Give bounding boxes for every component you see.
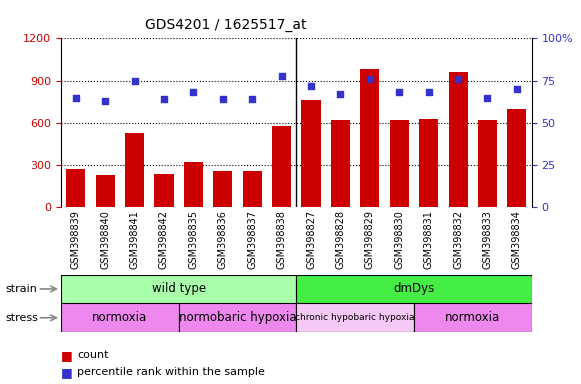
Text: normoxia: normoxia [445,311,500,324]
Point [483,94,492,101]
Bar [296,275,532,303]
Bar [184,162,203,207]
Bar [449,72,468,207]
Bar [243,172,262,207]
Bar [296,303,414,332]
Bar [272,126,291,207]
Bar [331,120,350,207]
Bar [390,120,409,207]
Bar [302,100,321,207]
Bar [95,175,114,207]
Bar [155,174,174,207]
Bar [61,275,296,303]
Bar [419,119,438,207]
Point [189,89,198,96]
Bar [478,120,497,207]
Text: percentile rank within the sample: percentile rank within the sample [77,367,265,377]
Point [130,78,139,84]
Text: ■: ■ [61,366,73,379]
Bar [507,109,526,207]
Text: ■: ■ [61,349,73,362]
Point [277,73,286,79]
Point [336,91,345,97]
Point [365,76,375,82]
Text: chronic hypobaric hypoxia: chronic hypobaric hypoxia [295,313,415,322]
Text: count: count [77,350,109,360]
Point [248,96,257,102]
Bar [125,133,144,207]
Point [453,76,462,82]
Bar [414,303,532,332]
Point [159,96,168,102]
Point [101,98,110,104]
Point [424,89,433,96]
Bar [360,70,379,207]
Bar [61,303,179,332]
Text: wild type: wild type [152,283,206,295]
Point [394,89,404,96]
Point [218,96,227,102]
Point [71,94,80,101]
Text: stress: stress [6,313,39,323]
Point [306,83,315,89]
Text: normobaric hypoxia: normobaric hypoxia [179,311,296,324]
Bar [213,172,232,207]
Point [512,86,522,92]
Text: GDS4201 / 1625517_at: GDS4201 / 1625517_at [145,18,306,32]
Text: strain: strain [6,284,38,294]
Bar [179,303,296,332]
Text: dmDys: dmDys [393,283,435,295]
Text: normoxia: normoxia [92,311,148,324]
Bar [66,169,85,207]
